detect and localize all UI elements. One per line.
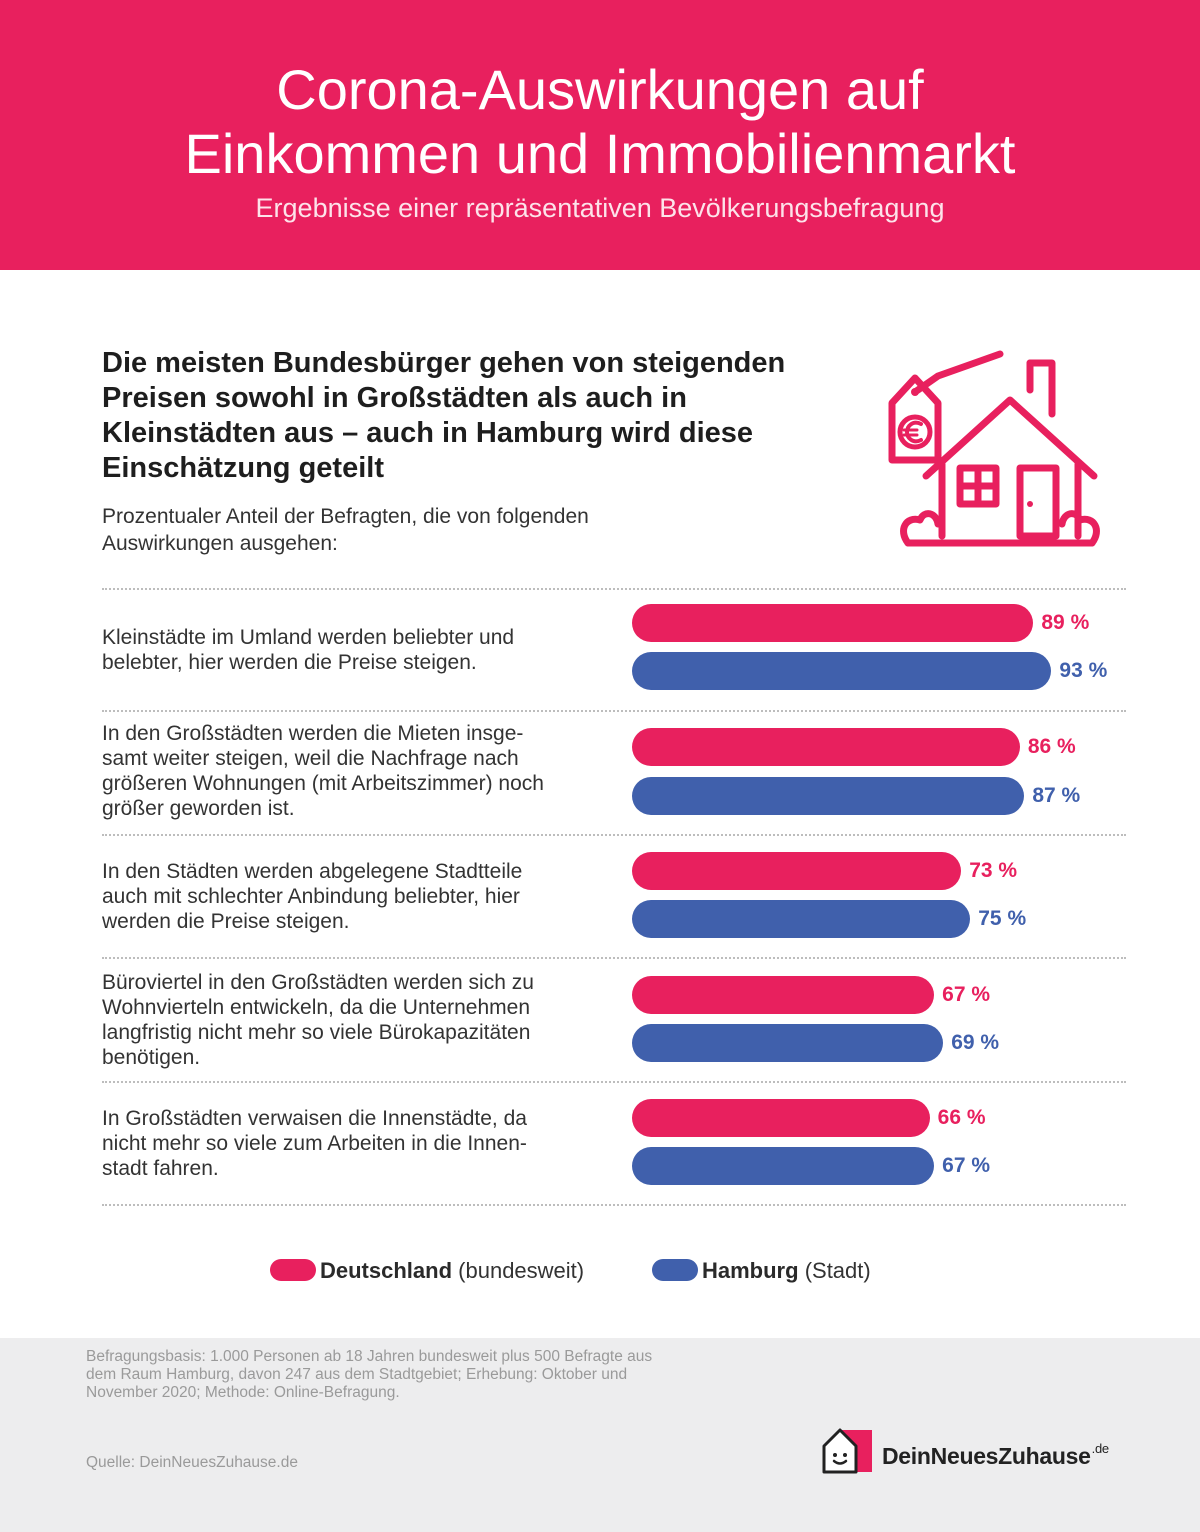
headline-line: Einschätzung geteilt: [102, 452, 384, 484]
label-line: werden die Preise steigen.: [102, 910, 350, 933]
survey-basis-note: Befragungsbasis: 1.000 Personen ab 18 Ja…: [86, 1348, 776, 1402]
label-line: Büroviertel in den Großstädten werden si…: [102, 971, 534, 994]
row-divider: [102, 710, 1126, 712]
value-label-hamburg: 69 %: [951, 1031, 1000, 1054]
row-divider: [102, 588, 1126, 590]
brand-name: DeinNeuesZuhause.de: [882, 1441, 1109, 1470]
legend-name: Deutschland: [320, 1258, 453, 1283]
bar-hamburg: [632, 1024, 944, 1062]
label-line: samt weiter steigen, weil die Nachfrage …: [102, 747, 519, 770]
bar-deutschland: [632, 976, 935, 1014]
legend-qualifier: (bundesweit): [458, 1258, 585, 1283]
value-label-hamburg: 75 %: [978, 907, 1027, 930]
row-divider: [102, 1204, 1126, 1206]
label-line: belebter, hier werden die Preise steigen…: [102, 651, 477, 674]
bar-hamburg: [632, 1147, 935, 1185]
page-subtitle: Ergebnisse einer repräsentativen Bevölke…: [255, 193, 945, 223]
footer-panel: [0, 1338, 1200, 1532]
bar-deutschland: [632, 852, 962, 890]
title-line: Einkommen und Immobilienmarkt: [184, 122, 1016, 185]
label-line: stadt fahren.: [102, 1157, 219, 1180]
value-label-deutschland: 67 %: [942, 983, 991, 1006]
chart-intro: Prozentualer Anteil der Befragten, die v…: [102, 503, 702, 557]
label-line: In den Städten werden abgelegene Stadtte…: [102, 860, 523, 883]
bar-deutschland: [632, 728, 1020, 766]
page-title: Corona-Auswirkungen auf Einkommen und Im…: [0, 58, 1200, 186]
row-divider: [102, 957, 1126, 959]
headline-line: Preisen sowohl in Großstädten als auch i…: [102, 382, 687, 414]
header-banner: Corona-Auswirkungen auf Einkommen und Im…: [0, 0, 1200, 270]
value-label-deutschland: 86 %: [1027, 735, 1076, 758]
intro-line: Prozentualer Anteil der Befragten, die v…: [102, 505, 589, 528]
value-label-hamburg: 93 %: [1059, 659, 1108, 682]
label-line: langfristig nicht mehr so viele Bürokapa…: [102, 1021, 531, 1044]
label-line: benötigen.: [102, 1046, 201, 1069]
label-line: nicht mehr so viele zum Arbeiten in die …: [102, 1132, 527, 1155]
legend-qualifier: (Stadt): [804, 1258, 871, 1283]
label-line: Wohnvierteln entwickeln, da die Unterneh…: [102, 996, 531, 1019]
category-label: Büroviertel in den Großstädten werden si…: [102, 970, 622, 1070]
value-label-hamburg: 67 %: [942, 1154, 991, 1177]
label-line: In den Großstädten werden die Mieten ins…: [102, 722, 524, 745]
category-label: In den Städten werden abgelegene Stadtte…: [102, 859, 622, 934]
smiling-house-logo-icon: [822, 1428, 872, 1474]
bar-hamburg: [632, 652, 1052, 690]
bar-hamburg: [632, 777, 1025, 815]
label-line: Kleinstädte im Umland werden beliebter u…: [102, 626, 515, 649]
legend-deutschland: Deutschland (bundesweit): [270, 1256, 584, 1286]
value-label-hamburg: 87 %: [1032, 784, 1081, 807]
brand-tld: .de: [1091, 1441, 1109, 1456]
headline-line: Kleinstädten aus – auch in Hamburg wird …: [102, 417, 754, 449]
note-line: dem Raum Hamburg, davon 247 aus dem Stad…: [86, 1366, 628, 1383]
label-line: größer geworden ist.: [102, 797, 295, 820]
section-headline: Die meisten Bundesbürger gehen von steig…: [102, 346, 882, 486]
bar-hamburg: [632, 900, 971, 938]
house-with-euro-tag-icon: [888, 350, 1100, 547]
label-line: auch mit schlechter Anbindung beliebter,…: [102, 885, 520, 908]
legend-swatch-deutschland: [270, 1259, 316, 1282]
headline-line: Die meisten Bundesbürger gehen von steig…: [102, 347, 786, 379]
value-label-deutschland: 89 %: [1041, 611, 1090, 634]
bar-deutschland: [632, 1099, 930, 1137]
row-divider: [102, 834, 1126, 836]
category-label: In Großstädten verwaisen die Innenstädte…: [102, 1106, 622, 1181]
note-line: Befragungsbasis: 1.000 Personen ab 18 Ja…: [86, 1348, 653, 1365]
legend-swatch-hamburg: [652, 1259, 698, 1282]
bar-deutschland: [632, 604, 1034, 642]
legend-hamburg: Hamburg (Stadt): [652, 1256, 871, 1286]
value-label-deutschland: 73 %: [969, 859, 1018, 882]
row-divider: [102, 1081, 1126, 1083]
label-line: In Großstädten verwaisen die Innenstädte…: [102, 1107, 527, 1130]
source-note: Quelle: DeinNeuesZuhause.de: [86, 1454, 298, 1471]
value-label-deutschland: 66 %: [937, 1106, 986, 1129]
note-line: November 2020; Methode: Online-Befragung…: [86, 1384, 400, 1401]
title-line: Corona-Auswirkungen auf: [276, 58, 924, 121]
category-label: Kleinstädte im Umland werden beliebter u…: [102, 625, 622, 675]
brand-name-text: DeinNeuesZuhause: [882, 1443, 1091, 1469]
legend-name: Hamburg: [702, 1258, 799, 1283]
category-label: In den Großstädten werden die Mieten ins…: [102, 721, 622, 821]
intro-line: Auswirkungen ausgehen:: [102, 532, 338, 555]
label-line: größeren Wohnungen (mit Arbeitszimmer) n…: [102, 772, 544, 795]
